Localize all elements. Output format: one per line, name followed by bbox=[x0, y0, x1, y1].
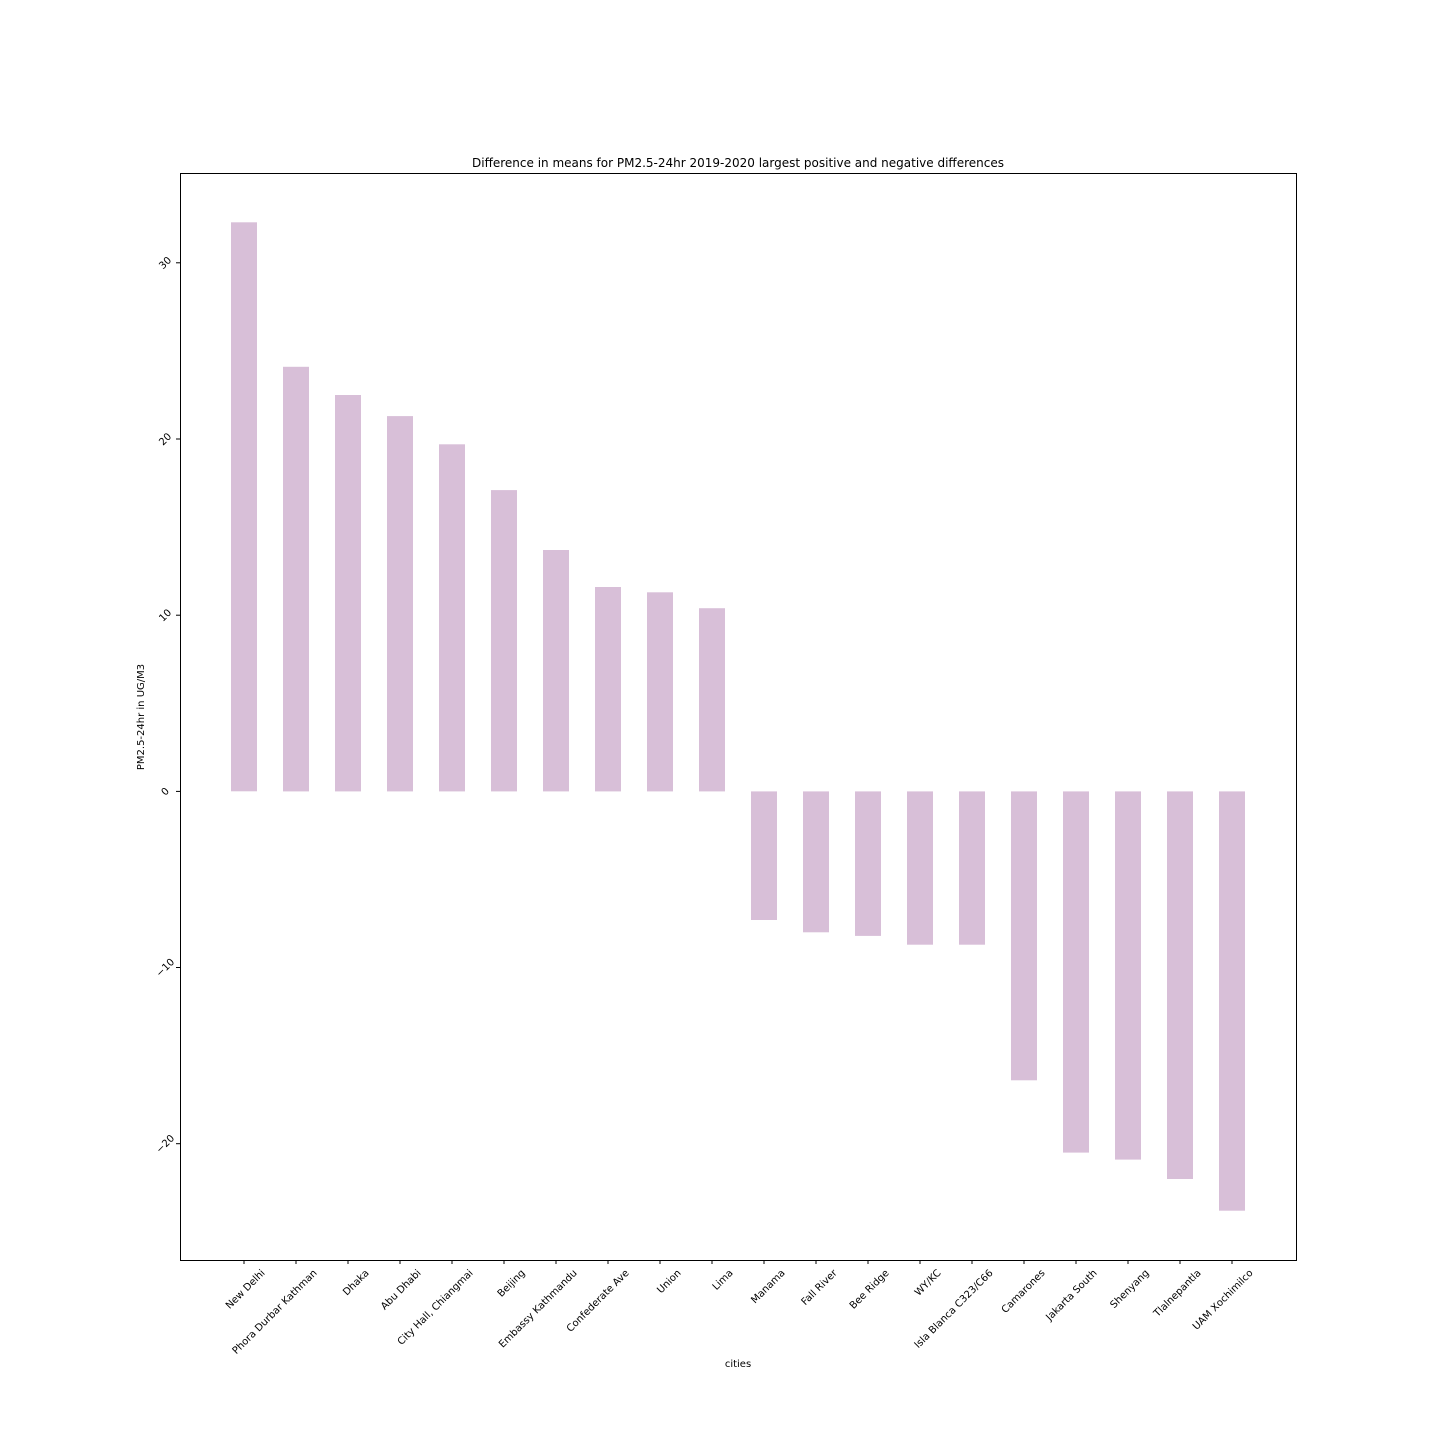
bar bbox=[907, 791, 933, 945]
bars-layer bbox=[231, 222, 1245, 1211]
bar bbox=[543, 550, 569, 792]
bar bbox=[491, 490, 517, 792]
bar bbox=[595, 587, 621, 792]
x-tick-label: New Delhi bbox=[224, 1268, 268, 1312]
x-tick-label: Tlalnepantla bbox=[1151, 1268, 1203, 1320]
x-tick-label: Camarones bbox=[1000, 1268, 1048, 1316]
x-tick-label: Dhaka bbox=[341, 1268, 371, 1298]
y-tick-label: 20 bbox=[157, 431, 174, 448]
bar bbox=[439, 444, 465, 792]
bar bbox=[699, 608, 725, 792]
bar bbox=[959, 791, 985, 945]
bar bbox=[335, 395, 361, 792]
bar bbox=[855, 791, 881, 936]
x-tick-label: Beijing bbox=[496, 1268, 528, 1300]
x-tick-label: Jakarta South bbox=[1044, 1268, 1100, 1324]
bar bbox=[1011, 791, 1037, 1081]
y-axis-label: PM2.5-24hr in UG/M3 bbox=[136, 664, 147, 770]
bar bbox=[1063, 791, 1089, 1153]
x-tick-label: Manama bbox=[749, 1268, 787, 1306]
y-tick-label: −10 bbox=[154, 957, 177, 980]
chart-title: Difference in means for PM2.5-24hr 2019-… bbox=[472, 156, 1004, 170]
plot-area-frame bbox=[180, 173, 1297, 1261]
x-tick-label: WY/KC bbox=[913, 1268, 944, 1299]
x-tick-label: Shenyang bbox=[1109, 1268, 1152, 1311]
bar bbox=[1115, 791, 1141, 1160]
y-tick-label: −20 bbox=[154, 1133, 177, 1156]
x-tick-label: Bee Ridge bbox=[848, 1268, 892, 1312]
bar bbox=[647, 592, 673, 792]
y-tick-label: 30 bbox=[157, 255, 174, 272]
x-tick-label: Union bbox=[655, 1268, 683, 1296]
x-tick-label: Fall River bbox=[800, 1267, 841, 1308]
bar bbox=[751, 791, 777, 920]
bar bbox=[1167, 791, 1193, 1179]
x-tick-label: Lima bbox=[711, 1268, 736, 1293]
bar bbox=[1219, 791, 1245, 1211]
bar bbox=[231, 222, 257, 792]
x-tick-label: Phora Durbar Kathman bbox=[231, 1268, 320, 1357]
y-tick-label: 0 bbox=[160, 786, 172, 798]
x-tick-label: Abu Dhabi bbox=[379, 1268, 424, 1313]
y-tick-label: 10 bbox=[157, 608, 174, 625]
bar bbox=[803, 791, 829, 933]
x-axis-label: cities bbox=[725, 1359, 751, 1370]
y-axis: −20 −10 0 10 20 30 bbox=[154, 255, 180, 1156]
bar bbox=[387, 416, 413, 792]
bar bbox=[283, 366, 309, 792]
